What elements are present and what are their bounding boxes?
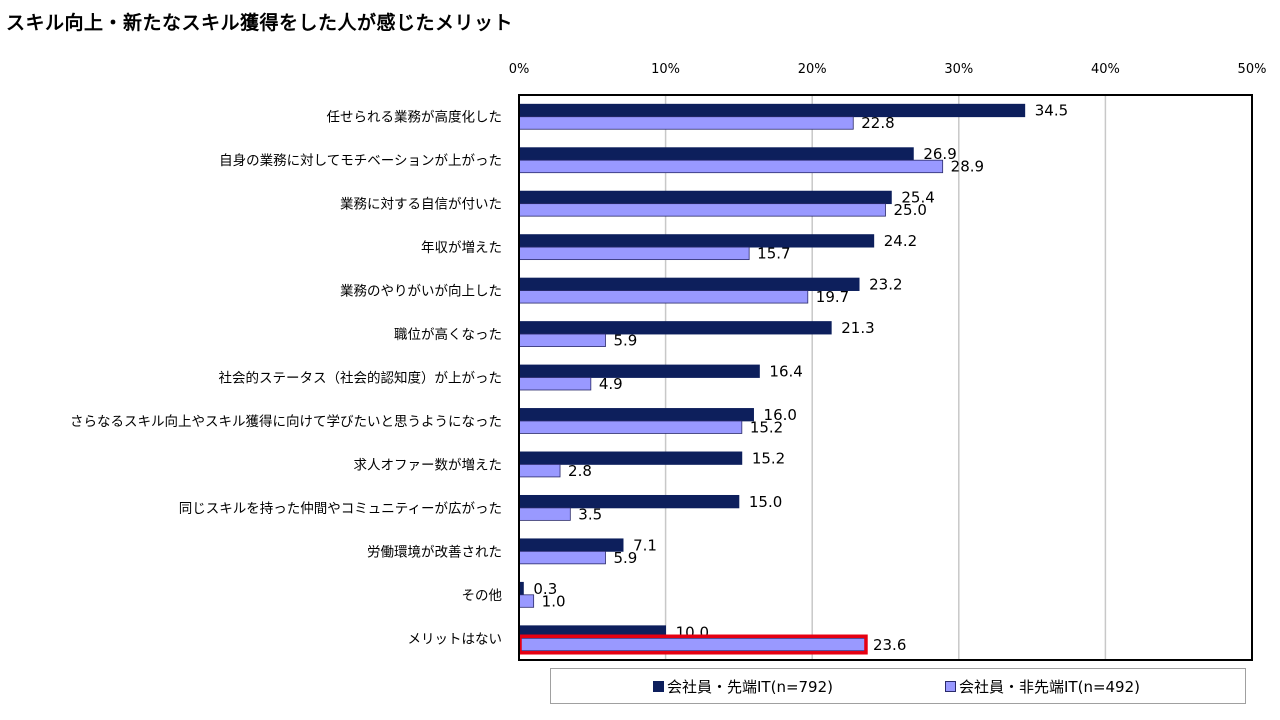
category-label: 業務のやりがいが向上した (340, 284, 502, 300)
x-tick-label: 10% (651, 62, 680, 77)
data-label: 24.2 (884, 232, 917, 250)
category-label: 同じスキルを持った仲間やコミュニティーが広がった (179, 501, 502, 517)
data-label: 16.4 (769, 363, 802, 381)
category-label: その他 (462, 588, 503, 604)
data-label: 21.3 (841, 319, 874, 337)
bar-non-advanced-it (518, 116, 854, 130)
category-label: メリットはない (408, 631, 503, 647)
data-label: 7.1 (633, 536, 657, 554)
category-label: 自身の業務に対してモチベーションが上がった (219, 153, 502, 169)
data-label: 15.0 (749, 493, 782, 511)
data-label: 2.8 (568, 462, 592, 480)
data-label: 22.8 (861, 114, 894, 132)
bar-advanced-it (518, 103, 1026, 118)
bar-chart: 0% 10% 20% 30% 40% 50% 任せられる業務が高度化した 34.5 22.8 自身… (70, 62, 1267, 661)
legend-swatch-non-advanced-it (945, 680, 956, 692)
legend-label-advanced-it: 会社員・先端IT(n=792) (667, 677, 833, 696)
x-tick-label: 30% (944, 62, 973, 77)
data-label: 23.2 (869, 276, 902, 294)
category-label: 任せられる業務が高度化した (327, 109, 503, 126)
bar-advanced-it (518, 277, 860, 291)
data-label: 3.5 (578, 505, 602, 523)
bar-advanced-it (518, 321, 832, 335)
data-label: 4.9 (599, 375, 623, 393)
data-label: 28.9 (951, 158, 984, 176)
data-label: 25.4 (901, 189, 934, 207)
data-label: 16.0 (764, 406, 797, 424)
data-label: 34.5 (1035, 102, 1068, 120)
category-label: 業務に対する自信が付いた (340, 197, 502, 213)
chart-title: スキル向上・新たなスキル獲得をした人が感じたメリット (6, 12, 514, 34)
category-label: 求人オファー数が増えた (354, 457, 503, 473)
data-label: 23.6 (873, 636, 906, 654)
category-label: 職位が高くなった (394, 326, 502, 343)
bar-non-advanced-it (518, 159, 944, 174)
data-label: 19.7 (816, 288, 849, 306)
category-label: 年収が増えた (421, 240, 502, 256)
legend-label-non-advanced-it: 会社員・非先端IT(n=492) (959, 677, 1140, 696)
data-label: 26.9 (923, 145, 956, 163)
chart-legend: 会社員・先端IT(n=792) 会社員・非先端IT(n=492) (550, 668, 1246, 704)
legend-item-non-advanced-it: 会社員・非先端IT(n=492) (945, 676, 1140, 697)
data-label: 15.7 (757, 245, 790, 263)
category-label: さらなるスキル向上やスキル獲得に向けて学びたいと思うようになった (70, 413, 502, 430)
bar-non-advanced-it (518, 246, 750, 261)
data-label: 15.2 (752, 449, 785, 467)
data-label: 25.0 (894, 201, 927, 219)
bar-advanced-it (518, 494, 740, 509)
bar-non-advanced-it (518, 333, 606, 347)
bar-non-advanced-it (518, 507, 571, 521)
x-tick-label: 20% (798, 62, 827, 77)
data-label: 5.9 (613, 549, 637, 567)
bar-advanced-it (518, 364, 760, 378)
x-tick-label: 40% (1091, 62, 1120, 77)
data-label: 1.0 (542, 592, 566, 610)
bar-advanced-it (518, 538, 624, 552)
x-tick-label: 0% (509, 62, 530, 77)
legend-swatch-advanced-it (653, 680, 664, 692)
x-tick-label: 50% (1238, 62, 1267, 77)
bar-advanced-it (518, 451, 743, 465)
bar-non-advanced-it (518, 637, 866, 652)
bar-advanced-it (518, 234, 875, 248)
data-label: 0.3 (533, 580, 557, 598)
legend-item-advanced-it: 会社員・先端IT(n=792) (653, 676, 833, 697)
bar-advanced-it (518, 408, 754, 422)
bar-non-advanced-it (518, 420, 743, 434)
plot-border (518, 94, 1253, 661)
bar-advanced-it (518, 147, 914, 161)
category-label: 労働環境が改善された (367, 544, 502, 560)
bar-non-advanced-it (518, 594, 535, 608)
bar-advanced-it (518, 190, 892, 205)
bar-non-advanced-it (518, 550, 606, 565)
bar-non-advanced-it (518, 290, 809, 304)
data-label: 15.2 (750, 418, 783, 436)
data-label: 5.9 (613, 332, 637, 350)
category-label: 社会的ステータス（社会的認知度）が上がった (219, 370, 503, 387)
bar-non-advanced-it (518, 464, 561, 478)
bar-non-advanced-it (518, 203, 886, 217)
bar-non-advanced-it (518, 377, 592, 391)
